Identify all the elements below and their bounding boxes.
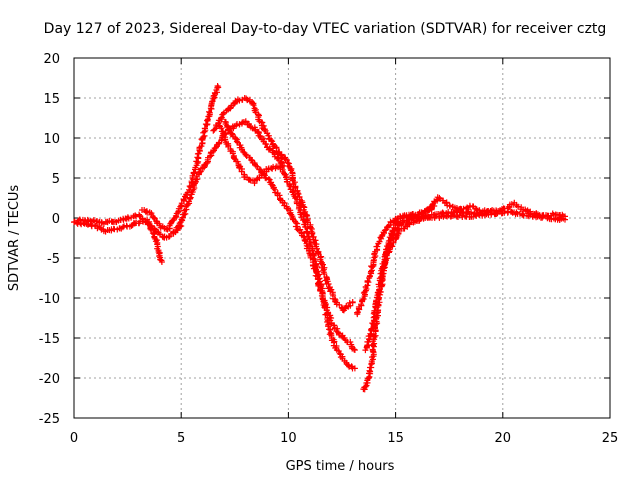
y-tick-label: 10 (43, 132, 60, 147)
plot-frame (73, 57, 611, 419)
y-tick-labels: -25 -20 -15 -10 -5 0 5 10 15 20 (39, 52, 60, 427)
y-tick-label: -10 (39, 292, 60, 307)
y-tick-label: 5 (52, 172, 60, 187)
y-tick-label: 20 (43, 52, 60, 67)
y-tick-label: -20 (39, 372, 60, 387)
x-tick-label: 20 (495, 431, 512, 446)
x-axis-label: GPS time / hours (286, 459, 395, 474)
y-tick-label: 15 (43, 92, 60, 107)
chart-title: Day 127 of 2023, Sidereal Day-to-day VTE… (44, 21, 607, 37)
axis-ticks (73, 57, 611, 419)
x-tick-label: 10 (280, 431, 297, 446)
y-tick-label: -15 (39, 332, 60, 347)
x-tick-label: 0 (70, 431, 78, 446)
y-axis-label: SDTVAR / TECUs (7, 185, 22, 292)
x-tick-label: 15 (387, 431, 404, 446)
y-tick-label: -5 (47, 252, 60, 267)
x-tick-labels: 0 5 10 15 20 25 (70, 431, 618, 446)
y-tick-label: 0 (52, 212, 60, 227)
y-tick-label: -25 (39, 412, 60, 427)
x-tick-label: 5 (177, 431, 185, 446)
grid (74, 58, 610, 418)
data-points (71, 83, 568, 393)
sdtvar-points (71, 83, 568, 393)
x-tick-label: 25 (602, 431, 619, 446)
